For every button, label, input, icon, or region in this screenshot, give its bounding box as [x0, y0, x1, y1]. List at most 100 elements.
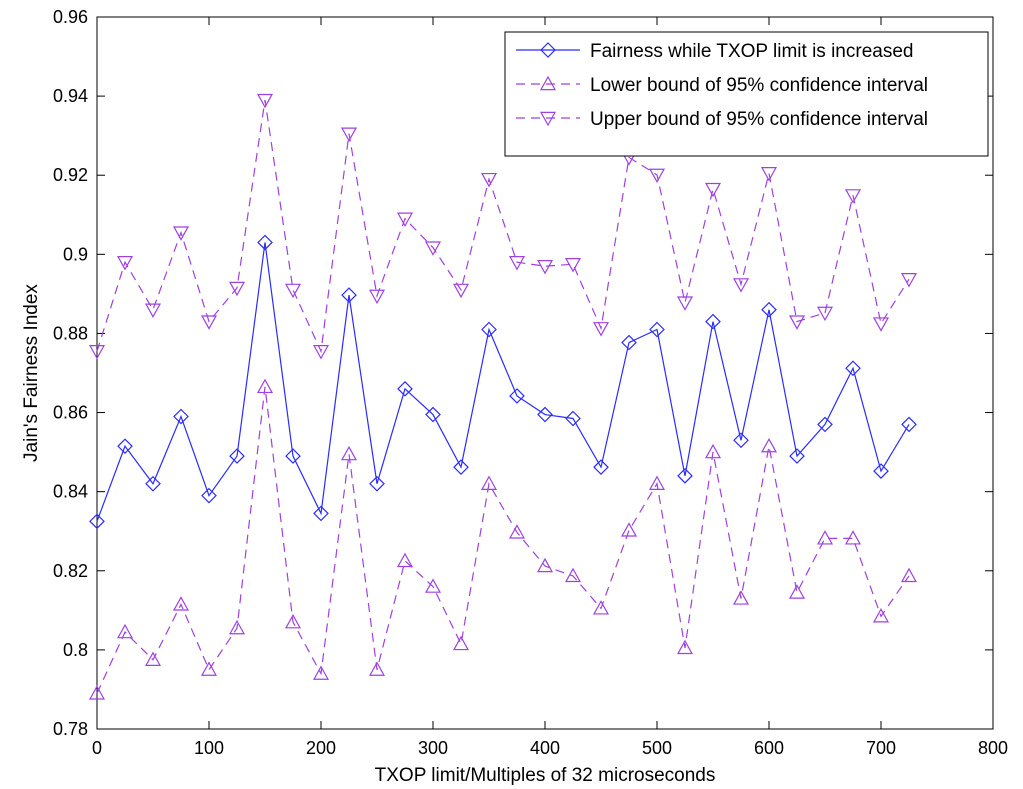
x-tick-label: 400 [530, 738, 560, 758]
x-tick-label: 500 [642, 738, 672, 758]
data-point [425, 406, 441, 423]
y-tick-label: 0.86 [53, 403, 88, 423]
data-point [396, 212, 414, 227]
axis-ticks [96, 16, 994, 730]
data-point [509, 388, 525, 404]
data-point [424, 241, 442, 256]
data-point [228, 619, 246, 635]
data-point [565, 410, 581, 427]
data-point [845, 360, 861, 377]
data-point [704, 182, 722, 198]
series-line [96, 386, 910, 694]
data-point [732, 590, 750, 605]
data-point [117, 438, 133, 455]
data-point [313, 505, 329, 522]
data-point [341, 287, 357, 303]
data-point [536, 557, 554, 573]
data-point [200, 661, 218, 676]
data-point [480, 475, 498, 490]
data-point [452, 635, 470, 651]
y-tick-label: 0.88 [53, 323, 88, 343]
data-point [116, 623, 134, 639]
data-point [88, 685, 106, 700]
data-point [88, 345, 106, 360]
data-point [508, 524, 526, 539]
data-point [789, 448, 805, 464]
data-point [648, 475, 666, 490]
data-point [340, 445, 358, 461]
data-point [256, 378, 274, 394]
data-point [844, 189, 862, 204]
data-point [368, 289, 386, 305]
legend: Fairness while TXOP limit is increased Lo… [504, 31, 989, 157]
data-point [144, 303, 162, 318]
data-point [340, 127, 358, 142]
legend-label: Upper bound of 95% confidence interval [590, 109, 928, 130]
series-1 [89, 234, 917, 530]
data-point [312, 345, 330, 360]
x-tick-label: 200 [306, 738, 336, 758]
data-point [89, 513, 105, 530]
y-tick-label: 0.8 [63, 640, 88, 660]
series-2 [88, 378, 918, 700]
data-point [872, 608, 890, 623]
legend-marker [539, 111, 557, 127]
data-point [200, 315, 218, 330]
data-point [900, 567, 918, 583]
data-point [788, 315, 806, 330]
x-tick-label: 800 [978, 738, 1008, 758]
data-point [760, 437, 778, 453]
data-point [285, 448, 301, 464]
y-axis-title: Jain's Fairness Index [21, 284, 42, 462]
data-point [172, 226, 190, 241]
data-point [397, 380, 413, 397]
data-point [816, 530, 834, 545]
data-point [536, 260, 554, 275]
series-3 [88, 93, 918, 360]
series-line [96, 242, 910, 522]
data-point [817, 416, 833, 433]
data-point [424, 578, 442, 593]
legend-label: Fairness while TXOP limit is increased [590, 41, 913, 62]
series-line [96, 99, 910, 354]
legend-marker [539, 75, 557, 91]
data-point [676, 296, 694, 311]
data-point [873, 463, 889, 479]
data-point [284, 283, 302, 299]
x-tick-label: 0 [92, 738, 102, 758]
data-point [201, 487, 217, 504]
data-point [564, 258, 582, 273]
legend-marker [540, 42, 556, 58]
data-point [732, 278, 750, 293]
data-point [368, 661, 386, 676]
data-point [844, 530, 862, 545]
data-point [229, 448, 245, 464]
data-point [256, 93, 274, 109]
data-point [592, 322, 610, 337]
data-point [620, 522, 638, 537]
data-point [648, 168, 666, 184]
x-tick-label: 300 [418, 738, 448, 758]
data-point [705, 313, 721, 330]
data-point [788, 584, 806, 599]
data-point [396, 552, 414, 568]
data-point [872, 317, 890, 332]
data-point [257, 234, 273, 251]
x-tick-label: 700 [866, 738, 896, 758]
data-point [901, 416, 917, 433]
data-point [564, 567, 582, 583]
data-point [760, 167, 778, 182]
y-tick-label: 0.92 [53, 165, 88, 185]
legend-box [504, 31, 989, 157]
data-point [145, 475, 161, 492]
x-axis-title: TXOP limit/Multiples of 32 microseconds [375, 765, 716, 786]
legend-items: Fairness while TXOP limit is increased Lo… [516, 41, 928, 130]
data-point [537, 406, 553, 423]
data-point [508, 256, 526, 271]
x-tick-label: 600 [754, 738, 784, 758]
data-point [592, 600, 610, 615]
data-point [704, 443, 722, 459]
data-point [453, 459, 469, 475]
x-tick-label: 100 [194, 738, 224, 758]
